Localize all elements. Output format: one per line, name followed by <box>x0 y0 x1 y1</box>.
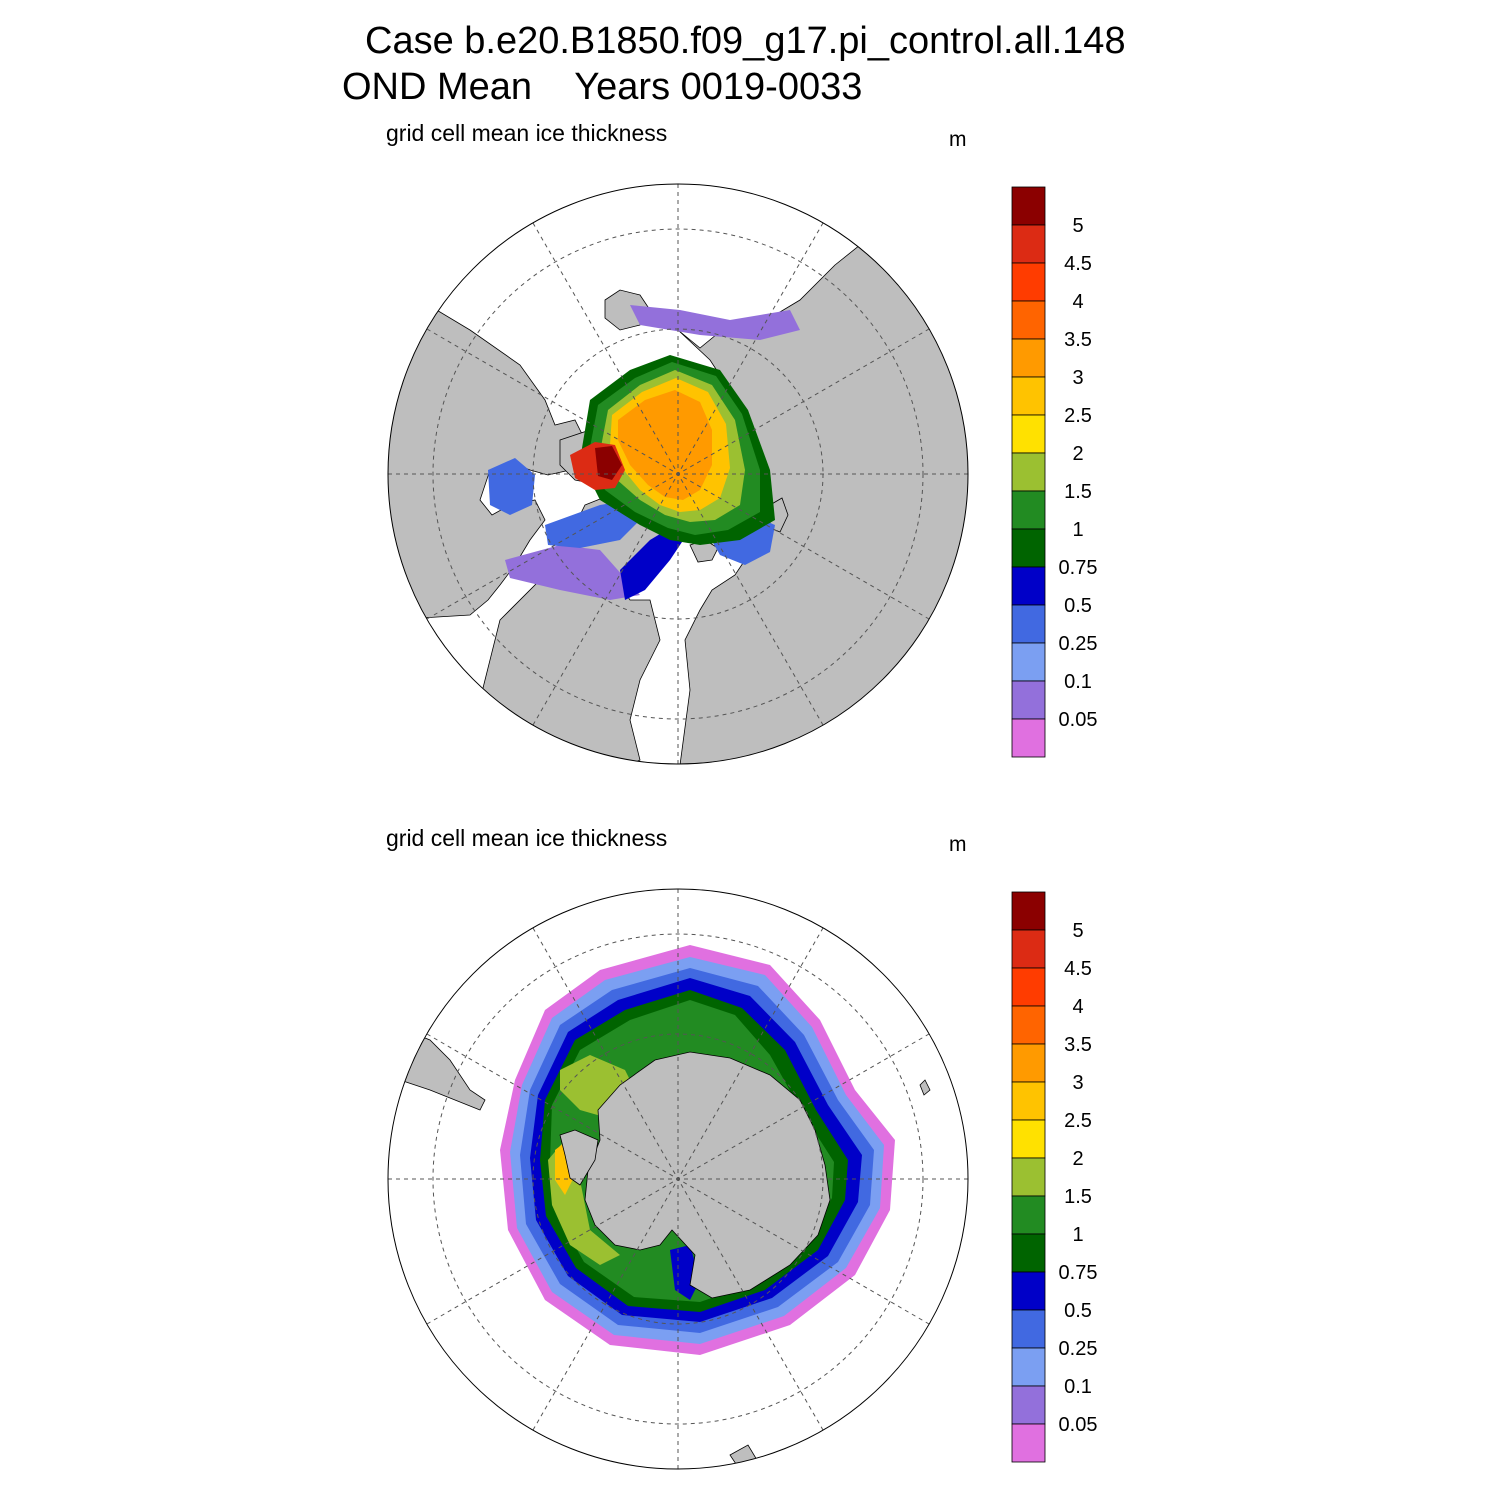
south-colorbar-swatch <box>1011 1119 1046 1159</box>
north-colorbar-label: 0.25 <box>1059 633 1098 655</box>
north-graticule <box>388 184 968 764</box>
south-colorbar: 5 4.5 4 3.5 3 2.5 2 1.5 1 0.75 0.5 0.25 0.1 0.05 <box>1011 891 1098 1463</box>
north-sea-ice <box>488 305 800 600</box>
north-ice-0.5-greenland <box>620 525 690 600</box>
north-colorbar-swatch <box>1011 718 1046 758</box>
north-colorbar-label: 0.05 <box>1059 709 1098 731</box>
north-colorbar-label: 5 <box>1072 215 1083 237</box>
south-colorbar-swatch <box>1011 891 1046 931</box>
north-panel-title: grid cell mean ice thickness <box>386 120 668 146</box>
north-colorbar-label: 1.5 <box>1064 481 1092 503</box>
south-colorbar-swatch <box>1011 1309 1046 1349</box>
north-colorbar-label: 3.5 <box>1064 329 1092 351</box>
north-colorbar-swatch <box>1011 414 1046 454</box>
north-colorbar-swatch <box>1011 338 1046 378</box>
north-colorbar-swatch <box>1011 490 1046 530</box>
south-graticule <box>388 889 968 1469</box>
south-colorbar-label: 3.5 <box>1064 1034 1092 1056</box>
north-colorbar: 5 4.5 4 3.5 3 2.5 2 1.5 1 0.75 0.5 0.25 0.1 0.05 <box>1011 186 1098 758</box>
south-colorbar-swatch <box>1011 1195 1046 1235</box>
south-colorbar-swatch <box>1011 1043 1046 1083</box>
south-colorbar-label: 2.5 <box>1064 1110 1092 1132</box>
south-colorbar-label: 0.75 <box>1059 1262 1098 1284</box>
south-colorbar-swatch <box>1011 929 1046 969</box>
south-colorbar-label: 3 <box>1072 1072 1083 1094</box>
years-label: Years 0019-0033 <box>574 66 863 108</box>
north-colorbar-swatch <box>1011 604 1046 644</box>
north-ice-0.25-hudson <box>488 458 535 515</box>
north-colorbar-swatch <box>1011 642 1046 682</box>
north-colorbar-swatch <box>1011 528 1046 568</box>
south-colorbar-swatch <box>1011 1385 1046 1425</box>
south-colorbar-label: 1 <box>1072 1224 1083 1246</box>
north-colorbar-swatch <box>1011 262 1046 302</box>
south-colorbar-label: 0.25 <box>1059 1338 1098 1360</box>
north-colorbar-swatch <box>1011 680 1046 720</box>
south-polar-map <box>387 888 969 1470</box>
south-colorbar-label: 1.5 <box>1064 1186 1092 1208</box>
north-ice-3 <box>618 390 712 500</box>
north-colorbar-swatch <box>1011 186 1046 226</box>
north-colorbar-swatch <box>1011 376 1046 416</box>
south-map-border <box>387 888 969 1470</box>
north-colorbar-label: 0.75 <box>1059 557 1098 579</box>
north-ice-0.25-baffin <box>545 500 640 548</box>
south-land-antarctica <box>584 1051 831 1299</box>
north-colorbar-swatch <box>1011 300 1046 340</box>
south-panel-title: grid cell mean ice thickness <box>386 825 668 851</box>
north-colorbar-label: 3 <box>1072 367 1083 389</box>
plot-title-period: OND Mean Years 0019-0033 <box>342 68 862 106</box>
south-colorbar-swatch <box>1011 1233 1046 1273</box>
north-map-border <box>387 183 969 765</box>
south-colorbar-swatch <box>1011 1271 1046 1311</box>
south-colorbar-swatch <box>1011 1081 1046 1121</box>
north-colorbar-label: 0.5 <box>1064 595 1092 617</box>
north-colorbar-label: 1 <box>1072 519 1083 541</box>
north-colorbar-swatch <box>1011 224 1046 264</box>
south-colorbar-label: 0.1 <box>1064 1376 1092 1398</box>
south-colorbar-swatch <box>1011 1157 1046 1197</box>
south-colorbar-label: 5 <box>1072 920 1083 942</box>
south-colorbar-label: 2 <box>1072 1148 1083 1170</box>
north-colorbar-label: 2.5 <box>1064 405 1092 427</box>
south-land-antarctic-peninsula <box>559 1129 599 1186</box>
south-colorbar-label: 0.5 <box>1064 1300 1092 1322</box>
south-units-label: m <box>949 833 967 856</box>
south-colorbar-label: 4.5 <box>1064 958 1092 980</box>
north-ice-0.05-atlantic <box>505 545 640 600</box>
season-label: OND Mean <box>342 66 533 108</box>
north-colorbar-label: 4 <box>1072 291 1083 313</box>
south-colorbar-label: 4 <box>1072 996 1083 1018</box>
plot-title-case: Case b.e20.B1850.f09_g17.pi_control.all.… <box>365 20 1126 62</box>
south-colorbar-swatch <box>1011 967 1046 1007</box>
north-colorbar-swatch <box>1011 566 1046 606</box>
south-colorbar-label: 0.05 <box>1059 1414 1098 1436</box>
north-colorbar-label: 0.1 <box>1064 671 1092 693</box>
north-units-label: m <box>949 128 967 151</box>
north-ice-0.05 <box>630 305 800 340</box>
south-colorbar-swatch <box>1011 1005 1046 1045</box>
north-colorbar-label: 2 <box>1072 443 1083 465</box>
south-colorbar-swatch <box>1011 1423 1046 1463</box>
north-colorbar-swatch <box>1011 452 1046 492</box>
south-colorbar-swatch <box>1011 1347 1046 1387</box>
north-polar-map <box>387 183 969 765</box>
south-land-africa-tip <box>919 1079 931 1096</box>
north-colorbar-label: 4.5 <box>1064 253 1092 275</box>
north-ice-5 <box>595 446 622 480</box>
